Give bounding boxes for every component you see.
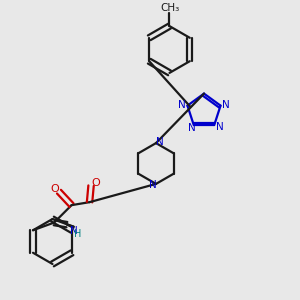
Text: O: O: [50, 184, 59, 194]
Text: N: N: [216, 122, 224, 132]
Text: CH₃: CH₃: [160, 3, 179, 13]
Text: N: N: [148, 180, 156, 190]
Text: N: N: [70, 226, 77, 236]
Text: N: N: [188, 123, 196, 133]
Text: H: H: [74, 229, 81, 239]
Text: N: N: [156, 136, 164, 147]
Text: N: N: [178, 100, 186, 110]
Text: O: O: [91, 178, 100, 188]
Text: N: N: [222, 100, 230, 110]
